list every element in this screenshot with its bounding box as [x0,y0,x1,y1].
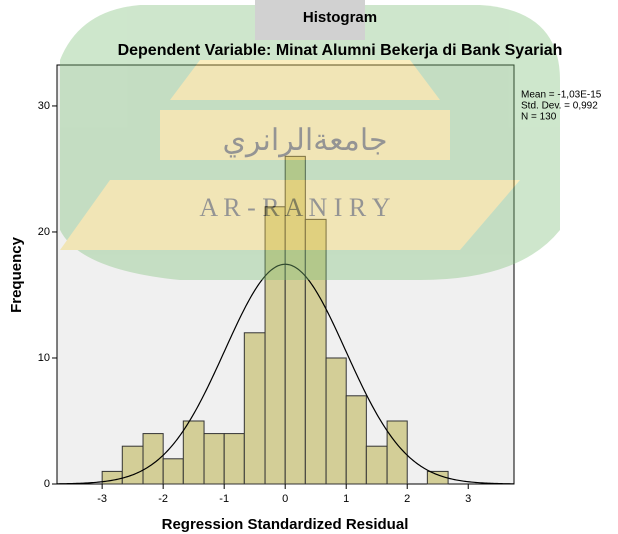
watermark-shape [255,0,365,40]
watermark: جامعةالرانري A R - R A N I R Y [60,0,560,280]
x-axis-label: Regression Standardized Residual [162,516,409,533]
chart-title: Histogram [303,9,377,26]
stats-label: Std. Dev. = 0,992 [521,101,598,112]
normal-curve [56,263,515,485]
x-tick-label: 3 [465,493,471,505]
watermark-arabic: جامعةالرانري [222,124,387,158]
x-tick-label: 1 [343,493,349,505]
stats-label: N = 130 [521,112,557,123]
watermark-shape [60,5,560,280]
x-tick-label: -1 [219,493,229,505]
bar [203,433,225,485]
bar [162,458,184,485]
bar [365,445,388,485]
bar [142,433,164,485]
bar [243,332,266,485]
y-tick-label: 10 [38,352,50,364]
y-tick-label: 30 [38,100,50,112]
bar [345,395,367,485]
y-tick-label: 0 [44,478,50,490]
bar [101,470,123,485]
watermark-shape [60,180,520,250]
y-tick-label: 20 [38,226,50,238]
x-tick-label: 2 [404,493,410,505]
watermark-shape [170,60,440,100]
bar [325,357,347,485]
bar [223,433,245,485]
stats-label: Mean = -1,03E-15 [521,90,602,101]
bar [182,420,205,485]
bar [386,420,408,485]
x-tick-label: -3 [97,493,107,505]
x-tick-label: -2 [158,493,168,505]
bar [121,445,144,485]
x-tick-label: 0 [282,493,288,505]
watermark-shape [160,110,450,160]
chart-subtitle: Dependent Variable: Minat Alumni Bekerja… [118,42,563,59]
watermark-latin: A R - R A N I R Y [199,193,390,222]
plot-layer [56,155,515,485]
bar [304,218,327,485]
y-axis-label: Frequency [8,236,25,313]
